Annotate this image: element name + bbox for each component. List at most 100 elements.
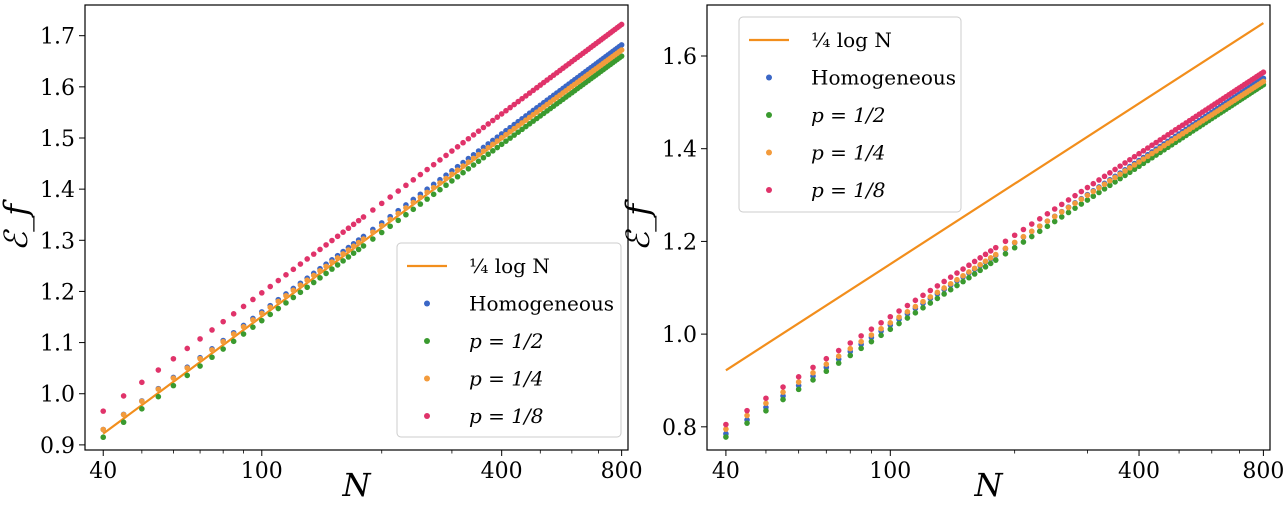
data-point xyxy=(847,353,853,359)
data-point xyxy=(954,277,960,283)
data-point xyxy=(796,387,802,393)
data-point xyxy=(267,304,273,310)
data-point xyxy=(361,214,367,220)
data-point xyxy=(209,347,215,353)
data-point xyxy=(418,201,424,207)
legend-marker xyxy=(766,75,772,81)
data-point xyxy=(1066,197,1072,203)
x-tick-label: 400 xyxy=(481,459,523,484)
data-point xyxy=(241,324,247,330)
data-point xyxy=(476,159,482,165)
data-point xyxy=(1072,193,1078,199)
legend-marker xyxy=(424,413,430,419)
data-point xyxy=(100,408,106,414)
data-point xyxy=(935,296,941,302)
data-point xyxy=(744,408,750,414)
data-point xyxy=(1122,160,1128,166)
data-point xyxy=(913,304,919,310)
data-point xyxy=(121,393,127,399)
y-tick-label: 1.6 xyxy=(40,76,75,101)
data-point xyxy=(1102,174,1108,180)
data-point xyxy=(298,289,304,295)
data-point xyxy=(928,300,934,306)
x-tick-label: 800 xyxy=(601,459,643,484)
data-point xyxy=(1096,177,1102,183)
data-point xyxy=(869,339,875,345)
data-point xyxy=(340,258,346,264)
data-point xyxy=(988,248,994,254)
data-point xyxy=(1021,234,1027,240)
data-point xyxy=(972,271,978,277)
data-point xyxy=(1072,205,1078,211)
data-point xyxy=(283,300,289,306)
data-point xyxy=(960,273,966,279)
data-point xyxy=(231,339,237,345)
data-point xyxy=(424,190,430,196)
data-point xyxy=(888,314,894,320)
data-point xyxy=(387,194,393,200)
x-tick-label: 40 xyxy=(712,459,740,484)
data-point xyxy=(1107,178,1113,184)
data-point xyxy=(780,397,786,403)
data-point xyxy=(935,290,941,296)
data-point xyxy=(395,218,401,224)
data-point xyxy=(948,281,954,287)
data-point xyxy=(1045,211,1051,217)
data-point xyxy=(335,233,341,239)
data-point xyxy=(1066,210,1072,216)
data-point xyxy=(983,264,989,270)
y-tick-label: 1.4 xyxy=(662,138,697,163)
data-point xyxy=(437,180,443,186)
data-point xyxy=(763,395,769,401)
data-point xyxy=(304,284,310,290)
data-point xyxy=(460,170,466,176)
data-point xyxy=(370,229,376,235)
data-point xyxy=(323,264,329,270)
data-point xyxy=(948,287,954,293)
data-point xyxy=(1045,224,1051,230)
data-point xyxy=(490,142,496,148)
data-point xyxy=(231,311,237,317)
data-point xyxy=(317,247,323,253)
data-point xyxy=(431,162,437,168)
data-point xyxy=(329,266,335,272)
data-point xyxy=(878,326,884,332)
data-point xyxy=(913,310,919,316)
data-point xyxy=(966,275,972,281)
data-point xyxy=(171,383,177,389)
data-point xyxy=(905,309,911,315)
data-point xyxy=(928,294,934,300)
data-point xyxy=(1102,181,1108,187)
data-point xyxy=(1066,205,1072,211)
data-point xyxy=(960,279,966,285)
data-point xyxy=(824,368,830,374)
data-point xyxy=(329,238,335,244)
data-point xyxy=(209,327,215,333)
data-point xyxy=(241,304,247,310)
data-point xyxy=(1117,163,1123,169)
data-point xyxy=(329,259,335,265)
data-point xyxy=(878,320,884,326)
data-point xyxy=(993,252,999,258)
data-point xyxy=(988,261,994,267)
data-point xyxy=(1052,219,1058,225)
y-tick-label: 1.2 xyxy=(40,280,75,305)
data-point xyxy=(928,288,934,294)
y-tick-label: 1.3 xyxy=(40,229,75,254)
data-point xyxy=(317,275,323,281)
data-point xyxy=(1127,165,1133,171)
data-point xyxy=(283,272,289,278)
data-point xyxy=(1079,201,1085,207)
data-point xyxy=(780,389,786,395)
data-point xyxy=(156,367,162,373)
x-axis-label: N xyxy=(342,466,372,504)
data-point xyxy=(323,242,329,248)
legend-label: Homogeneous xyxy=(811,66,956,90)
data-point xyxy=(395,188,401,194)
data-point xyxy=(1261,79,1267,85)
x-tick-label: 100 xyxy=(241,459,283,484)
data-point xyxy=(896,321,902,327)
data-point xyxy=(379,223,385,229)
data-point xyxy=(220,339,226,345)
